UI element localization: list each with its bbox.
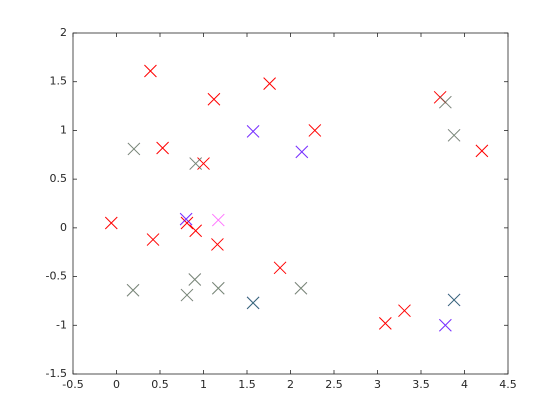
point [211,238,224,251]
point [156,141,169,155]
point [146,233,160,246]
point [263,77,276,91]
x-tick-label: 4 [461,378,468,391]
point [308,124,322,137]
point [144,64,157,78]
point [180,216,194,230]
point [447,293,461,307]
y-tick-label: -1 [56,318,67,331]
x-tick-label: 1.5 [238,378,256,391]
x-tick-label: 2 [287,378,294,391]
x-tick-label: -0.5 [62,378,83,391]
point [398,304,411,318]
x-tick-label: 3.5 [412,378,430,391]
y-tick-label: -0.5 [46,270,67,283]
point [475,144,489,158]
point [211,281,225,295]
y-tick-label: 0 [60,221,67,234]
point [127,142,141,156]
y-tick-label: 2 [60,26,67,39]
point [189,157,203,170]
x-tick-label: 3 [374,378,381,391]
point [378,316,392,330]
point [207,92,221,106]
y-tick-label: 1.5 [50,75,68,88]
point [246,125,260,138]
point [211,213,225,227]
plot-area [72,32,509,375]
x-tick-label: 0 [113,378,120,391]
x-tick-label: 1 [200,378,207,391]
point [126,283,140,297]
point [189,224,203,238]
point [188,273,202,286]
x-tick-label: 2.5 [325,378,343,391]
point [439,318,452,332]
y-tick-label: 0.5 [50,172,68,185]
y-tick-label: 1 [60,123,67,136]
point [179,212,193,226]
point [295,145,309,159]
point [439,95,452,109]
point [180,288,194,302]
point [273,261,287,275]
point [447,128,461,142]
x-tick-label: 0.5 [151,378,169,391]
point [246,296,260,310]
point [104,216,118,230]
point [294,281,308,295]
x-tick-label: 4.5 [499,378,517,391]
y-tick-label: -1.5 [46,367,67,380]
